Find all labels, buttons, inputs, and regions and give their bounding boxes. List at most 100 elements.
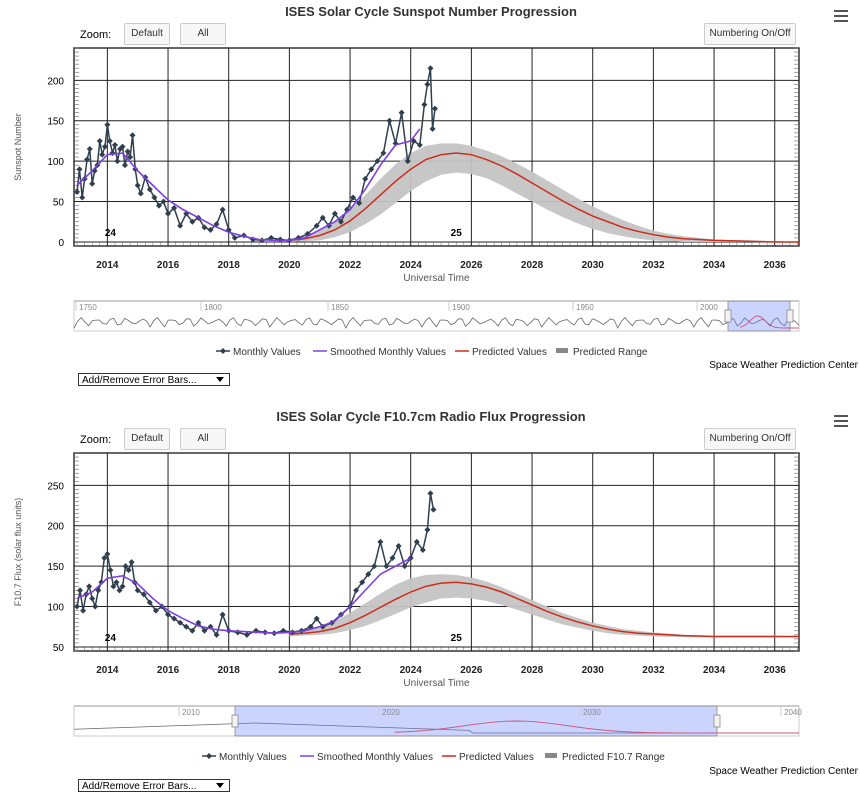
monthly-point bbox=[377, 538, 384, 545]
y-tick-label: 100 bbox=[47, 603, 64, 614]
x-tick-label: 2022 bbox=[339, 665, 362, 676]
monthly-point bbox=[337, 218, 344, 225]
x-tick-label: 2014 bbox=[96, 665, 119, 676]
x-tick-label: 2034 bbox=[703, 665, 726, 676]
navigator-handle[interactable] bbox=[786, 309, 794, 323]
y-axis-title: F10.7 Flux (solar flux units) bbox=[13, 498, 23, 607]
x-tick-label: 2018 bbox=[218, 665, 241, 676]
monthly-point bbox=[146, 186, 153, 193]
monthly-point bbox=[356, 200, 363, 207]
monthly-point bbox=[151, 194, 158, 201]
range-icon bbox=[545, 753, 557, 758]
numbering-toggle-button[interactable]: Numbering On/Off bbox=[704, 428, 796, 450]
x-tick-label: 2020 bbox=[278, 260, 301, 271]
legend-item-monthly[interactable]: Monthly Values bbox=[216, 347, 301, 358]
error-bars-dropdown[interactable]: Add/Remove Error Bars... bbox=[78, 779, 230, 792]
legend-label: Predicted Values bbox=[459, 752, 534, 763]
monthly-point bbox=[207, 623, 214, 630]
monthly-point bbox=[319, 214, 326, 221]
monthly-point bbox=[119, 583, 126, 590]
monthly-point bbox=[424, 81, 431, 88]
legend-item-smoothed[interactable]: Smoothed Monthly Values bbox=[313, 347, 446, 358]
monthly-point bbox=[234, 629, 241, 636]
monthly-point bbox=[331, 210, 338, 217]
navigator-predicted bbox=[394, 720, 799, 734]
error-bars-dropdown[interactable]: Add/Remove Error Bars... bbox=[78, 373, 230, 386]
monthly-point bbox=[96, 137, 103, 144]
monthly-point bbox=[430, 506, 437, 513]
navigator-area bbox=[73, 705, 800, 737]
monthly-point bbox=[137, 190, 144, 197]
range-icon bbox=[556, 348, 568, 353]
monthly-point bbox=[77, 587, 84, 594]
x-tick-label: 2030 bbox=[582, 260, 605, 271]
numbering-toggle-button[interactable]: Numbering On/Off bbox=[704, 23, 796, 45]
y-tick-label: 250 bbox=[47, 481, 64, 492]
hamburger-menu-icon[interactable] bbox=[834, 415, 848, 427]
credit-label: Space Weather Prediction Center bbox=[709, 766, 858, 777]
legend-item-range[interactable]: Predicted F10.7 Range bbox=[545, 752, 665, 763]
legend-item-monthly[interactable]: Monthly Values bbox=[202, 752, 287, 763]
monthly-point bbox=[313, 615, 320, 622]
monthly-point bbox=[155, 202, 162, 209]
monthly-point bbox=[362, 175, 369, 182]
hamburger-menu-icon[interactable] bbox=[834, 10, 848, 22]
monthly-point bbox=[386, 117, 393, 124]
navigator-handle[interactable] bbox=[724, 309, 732, 323]
legend-label: Monthly Values bbox=[219, 752, 287, 763]
legend-label: Smoothed Monthly Values bbox=[330, 347, 446, 358]
x-tick-label: 2014 bbox=[96, 260, 119, 271]
monthly-point bbox=[429, 125, 436, 132]
legend-item-predicted[interactable]: Predicted Values bbox=[442, 752, 534, 763]
monthly-point bbox=[207, 226, 214, 233]
monthly-point bbox=[395, 542, 402, 549]
x-tick-label: 2024 bbox=[400, 665, 423, 676]
f107-chart[interactable]: 50 100 150 200 250 2014 2016 2018 2020 2022 2024 20… bbox=[0, 405, 860, 805]
monthly-point bbox=[359, 579, 366, 586]
y-tick-label: 50 bbox=[53, 643, 65, 654]
navigator-label: 2000 bbox=[700, 303, 718, 312]
monthly-point bbox=[122, 563, 129, 570]
zoom-all-button[interactable]: All bbox=[180, 428, 226, 450]
monthly-point bbox=[201, 627, 208, 634]
y-tick-label: 0 bbox=[58, 238, 64, 249]
monthly-point bbox=[365, 571, 372, 578]
navigator-handle[interactable] bbox=[713, 714, 721, 728]
monthly-point bbox=[106, 137, 113, 144]
legend-item-smoothed[interactable]: Smoothed Monthly Values bbox=[300, 752, 433, 763]
navigator-label: 2030 bbox=[583, 708, 601, 717]
monthly-point bbox=[421, 101, 428, 108]
monthly-point bbox=[86, 146, 93, 153]
legend-item-predicted[interactable]: Predicted Values bbox=[455, 347, 547, 358]
navigator-handle[interactable] bbox=[231, 714, 239, 728]
x-tick-label: 2016 bbox=[157, 665, 180, 676]
legend-item-range[interactable]: Predicted Range bbox=[556, 347, 648, 358]
monthly-point bbox=[129, 132, 136, 139]
zoom-all-button[interactable]: All bbox=[180, 23, 226, 45]
monthly-point bbox=[183, 623, 190, 630]
monthly-point bbox=[368, 166, 375, 173]
monthly-point bbox=[79, 194, 86, 201]
x-tick-label: 2028 bbox=[521, 260, 544, 271]
plot-area bbox=[73, 452, 800, 652]
monthly-point bbox=[398, 109, 405, 116]
monthly-point bbox=[125, 567, 132, 574]
monthly-point bbox=[160, 198, 167, 205]
monthly-point bbox=[121, 162, 128, 169]
sunspot-chart[interactable]: 0 50 100 150 200 2014 2016 2018 2020 2022 2024 2026… bbox=[0, 0, 860, 400]
y-tick-label: 50 bbox=[53, 198, 65, 209]
navigator-label: 1750 bbox=[79, 303, 97, 312]
zoom-default-button[interactable]: Default bbox=[124, 23, 170, 45]
y-tick-label: 200 bbox=[47, 76, 64, 87]
zoom-default-button[interactable]: Default bbox=[124, 428, 170, 450]
y-tick-label: 200 bbox=[47, 522, 64, 533]
monthly-point bbox=[104, 121, 111, 128]
monthly-point bbox=[76, 166, 83, 173]
dropdown-value: Add/Remove Error Bars... bbox=[82, 375, 197, 386]
monthly-point bbox=[107, 567, 114, 574]
plot-series-group bbox=[74, 490, 799, 638]
monthly-point bbox=[219, 206, 226, 213]
monthly-point bbox=[80, 607, 87, 614]
dropdown-value: Add/Remove Error Bars... bbox=[82, 781, 197, 792]
monthly-point bbox=[177, 619, 184, 626]
